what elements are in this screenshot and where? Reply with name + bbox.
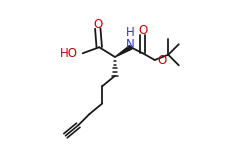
Text: O: O	[93, 18, 102, 31]
Text: O: O	[157, 54, 166, 67]
Polygon shape	[115, 45, 132, 57]
Text: O: O	[138, 24, 147, 37]
Text: H: H	[126, 27, 135, 39]
Text: N: N	[126, 39, 135, 51]
Text: HO: HO	[60, 47, 78, 60]
